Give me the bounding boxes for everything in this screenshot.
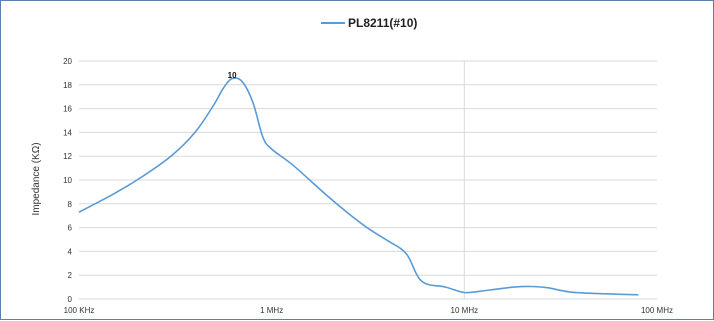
y-tick-label: 14	[63, 128, 72, 137]
legend-label: PL8211(#10)	[348, 16, 417, 30]
x-tick-label: 100 MHz	[641, 306, 673, 315]
x-tick-label: 1 MHz	[260, 306, 283, 315]
y-axis-label: Impedance (KΩ)	[31, 142, 42, 215]
x-tick-label: 100 KHz	[64, 306, 95, 315]
y-axis-ticks: 0 2 4 6 8 10 12 14 16 18 20	[63, 57, 72, 304]
series-line-pl8211	[78, 77, 639, 296]
y-tick-label: 18	[63, 81, 72, 90]
y-tick-label: 12	[63, 152, 72, 161]
peak-annotation: 10	[228, 71, 237, 80]
y-tick-label: 6	[68, 224, 73, 233]
y-tick-label: 4	[68, 247, 73, 256]
y-tick-label: 10	[63, 176, 72, 185]
y-tick-label: 8	[68, 200, 73, 209]
grid	[79, 60, 657, 300]
legend: PL8211(#10)	[321, 16, 417, 30]
x-axis-ticks: 100 KHz 1 MHz 10 MHz 100 MHz	[64, 306, 673, 315]
y-tick-label: 2	[68, 271, 73, 280]
y-tick-label: 16	[63, 105, 72, 114]
x-tick-label: 10 MHz	[451, 306, 479, 315]
y-tick-label: 0	[68, 295, 73, 304]
y-tick-label: 20	[63, 57, 72, 66]
